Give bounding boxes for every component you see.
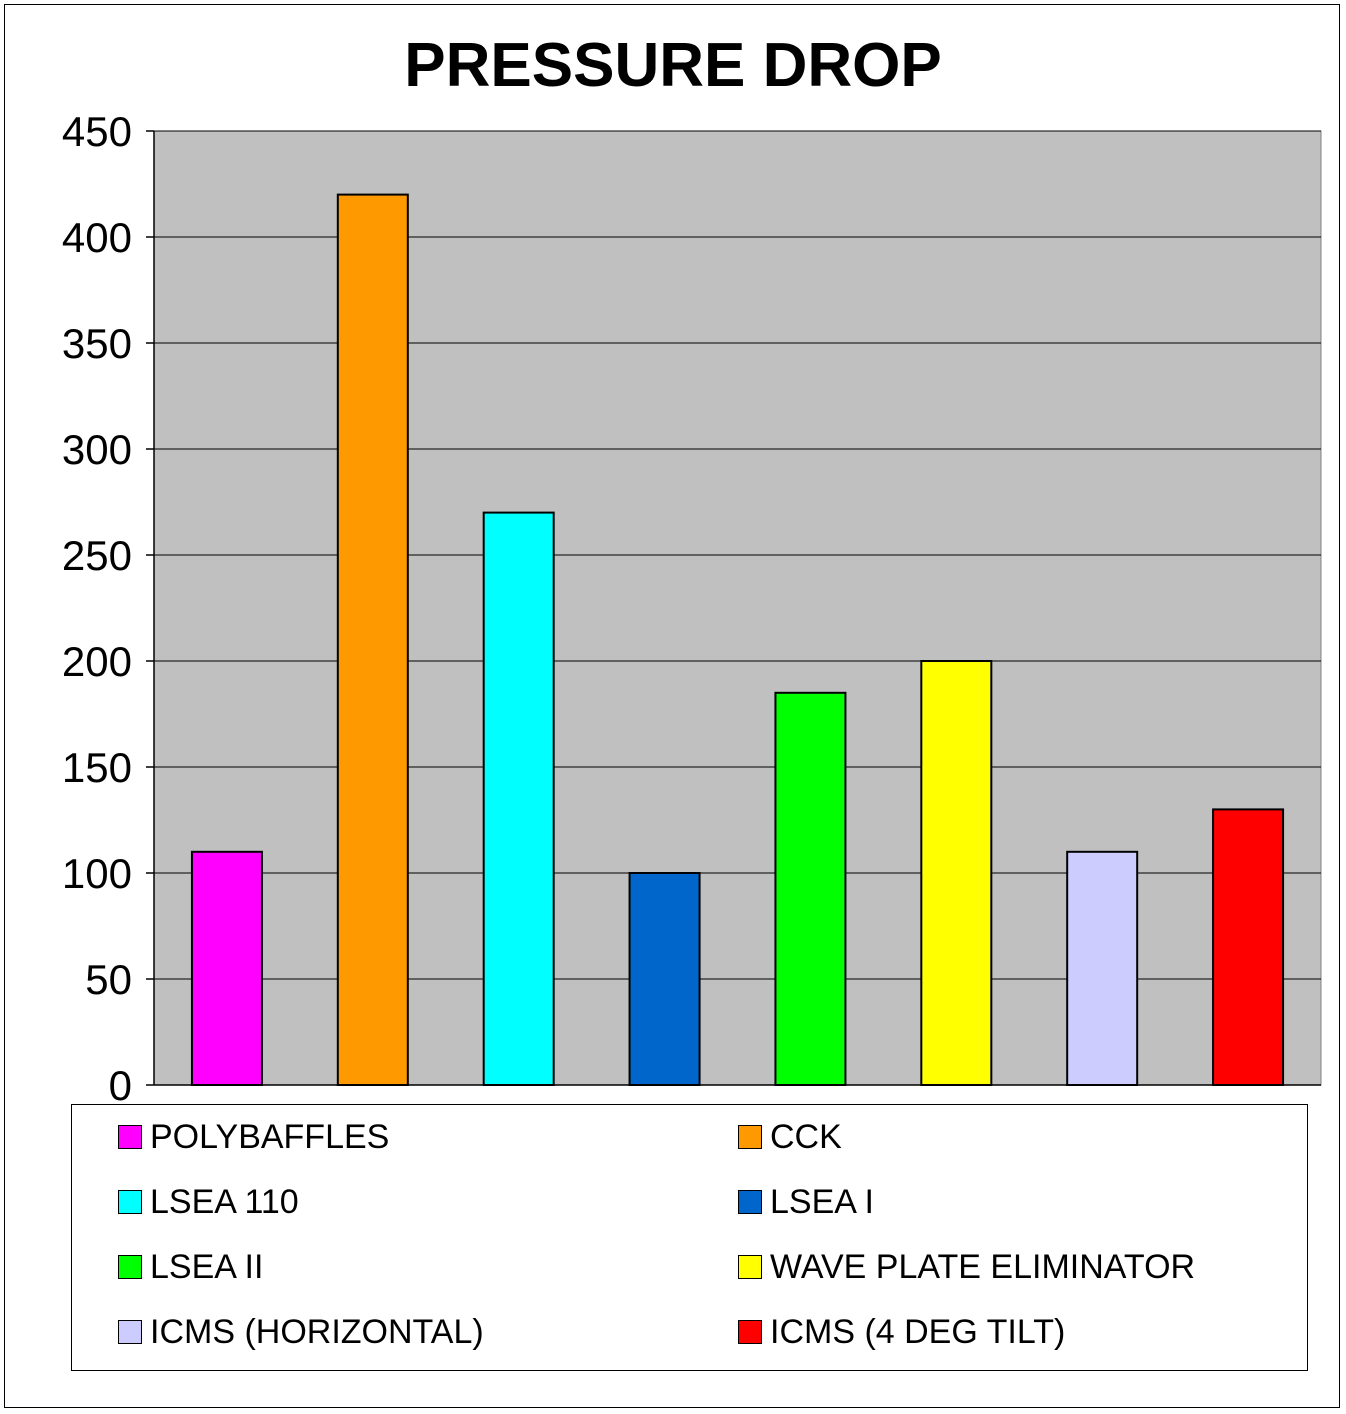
plot-area [153, 130, 1322, 1086]
legend-swatch [118, 1255, 142, 1279]
legend-label: LSEA I [770, 1182, 874, 1221]
y-axis: 0 50 100 150 200 250 300 350 400 450 [62, 108, 1321, 1109]
y-tick-label: 250 [62, 532, 132, 579]
y-tick-label: 400 [62, 214, 132, 261]
chart-title: PRESSURE DROP [404, 31, 942, 100]
legend-item: POLYBAFFLES [118, 1117, 389, 1157]
chart-frame [4, 4, 1340, 1408]
y-tick-label: 50 [85, 956, 132, 1003]
legend-label: WAVE PLATE ELIMINATOR [770, 1247, 1196, 1286]
bar-cck [336, 193, 409, 1087]
legend-label: LSEA 110 [150, 1182, 299, 1221]
legend-item: WAVE PLATE ELIMINATOR [738, 1247, 1195, 1287]
legend: POLYBAFFLES CCK LSEA 110 LSEA I LSEA II WAVE … [71, 1104, 1308, 1371]
bar-wave-plate-eliminator [920, 660, 993, 1086]
bar-lsea-ii [774, 691, 847, 1086]
bar-icms-horizontal [1066, 850, 1139, 1086]
y-tick-label: 150 [62, 744, 132, 791]
legend-item: ICMS (4 DEG TILT) [738, 1312, 1065, 1352]
legend-item: LSEA 110 [118, 1182, 299, 1222]
legend-swatch [118, 1190, 142, 1214]
legend-label: ICMS (4 DEG TILT) [770, 1312, 1066, 1351]
legend-swatch [738, 1320, 762, 1344]
y-tick-label: 350 [62, 320, 132, 367]
legend-swatch [118, 1320, 142, 1344]
legend-swatch [738, 1125, 762, 1149]
legend-label: ICMS (HORIZONTAL) [150, 1312, 484, 1351]
legend-swatch [738, 1190, 762, 1214]
legend-label: LSEA II [150, 1247, 264, 1286]
y-tick-label: 450 [62, 108, 132, 155]
bars [190, 193, 1285, 1087]
y-tick-label: 300 [62, 426, 132, 473]
legend-label: POLYBAFFLES [150, 1117, 390, 1156]
legend-item: LSEA I [738, 1182, 874, 1222]
legend-item: LSEA II [118, 1247, 263, 1287]
y-tick-label: 0 [109, 1062, 132, 1109]
bar-lsea-i [628, 872, 701, 1086]
legend-swatch [738, 1255, 762, 1279]
y-tick-label: 200 [62, 638, 132, 685]
legend-label: CCK [770, 1117, 842, 1156]
legend-item: ICMS (HORIZONTAL) [118, 1312, 484, 1352]
legend-swatch [118, 1125, 142, 1149]
legend-item: CCK [738, 1117, 842, 1157]
bar-lsea-110 [482, 511, 555, 1086]
bar-polybaffles [190, 850, 263, 1086]
bar-icms-4-deg-tilt [1212, 808, 1285, 1087]
y-tick-label: 100 [62, 850, 132, 897]
